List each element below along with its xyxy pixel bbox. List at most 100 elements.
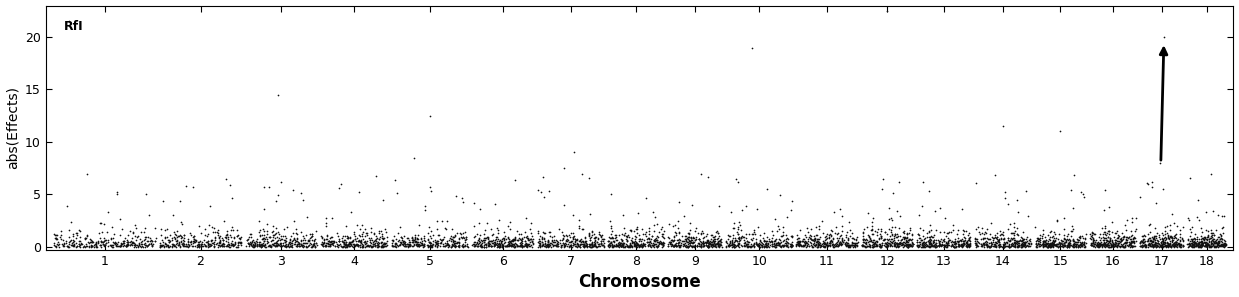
Point — [274, 243, 294, 248]
Point — [291, 238, 311, 242]
Point — [643, 244, 663, 248]
Point — [1202, 238, 1222, 243]
Point — [321, 240, 341, 244]
Point — [663, 244, 683, 249]
Point — [610, 241, 629, 246]
Point — [321, 235, 341, 240]
Point — [556, 238, 576, 243]
Point — [430, 244, 450, 248]
Point — [895, 231, 914, 236]
Point — [600, 218, 620, 223]
Point — [683, 236, 703, 241]
Point — [85, 242, 105, 247]
Point — [771, 244, 790, 249]
Point — [861, 243, 881, 247]
Point — [522, 240, 541, 245]
Point — [299, 243, 318, 247]
Point — [919, 241, 939, 246]
Point — [538, 242, 558, 247]
Point — [839, 219, 859, 224]
Point — [343, 244, 363, 249]
Point — [576, 241, 596, 246]
Point — [1140, 222, 1160, 227]
Point — [249, 233, 269, 238]
Point — [612, 244, 632, 248]
Point — [388, 231, 408, 236]
Point — [768, 241, 788, 246]
Point — [648, 244, 668, 249]
Point — [484, 201, 504, 206]
Point — [876, 229, 896, 234]
Point — [968, 244, 987, 249]
Point — [954, 244, 974, 249]
Point — [282, 188, 302, 192]
Point — [471, 242, 491, 247]
Point — [250, 243, 270, 247]
Point — [689, 241, 709, 245]
Point — [745, 244, 764, 249]
Point — [653, 244, 673, 249]
Point — [586, 244, 606, 249]
Point — [219, 244, 239, 249]
Point — [735, 240, 755, 245]
Point — [737, 239, 757, 244]
Point — [855, 240, 875, 245]
Point — [138, 244, 157, 249]
Point — [1184, 236, 1204, 241]
Point — [1135, 244, 1155, 248]
Point — [373, 244, 393, 249]
Point — [821, 238, 841, 242]
Point — [445, 233, 465, 238]
Point — [704, 238, 724, 243]
Point — [71, 241, 90, 246]
Point — [135, 244, 155, 249]
Point — [167, 238, 187, 242]
Point — [772, 233, 792, 238]
Point — [591, 240, 611, 245]
Point — [888, 244, 908, 249]
Point — [932, 244, 952, 249]
Point — [907, 240, 927, 245]
Point — [1093, 243, 1113, 247]
Point — [451, 234, 471, 239]
Point — [852, 244, 872, 249]
Point — [353, 244, 373, 248]
Point — [116, 244, 136, 248]
Point — [403, 238, 422, 243]
Point — [1058, 239, 1078, 244]
Point — [321, 239, 341, 244]
Point — [647, 237, 667, 242]
Point — [171, 239, 191, 244]
Point — [639, 229, 659, 234]
Point — [616, 244, 636, 249]
Point — [679, 244, 699, 248]
Point — [539, 244, 559, 248]
Point — [453, 236, 473, 241]
Point — [1118, 240, 1137, 245]
Point — [670, 238, 690, 242]
Point — [923, 244, 943, 249]
Point — [166, 233, 186, 237]
Point — [286, 231, 306, 236]
Point — [841, 243, 861, 248]
Point — [1204, 244, 1224, 249]
Point — [1168, 241, 1188, 246]
Point — [405, 236, 425, 240]
Point — [1196, 235, 1215, 240]
Point — [259, 242, 279, 247]
Point — [1064, 241, 1084, 245]
Point — [151, 233, 171, 237]
Point — [632, 242, 652, 247]
Point — [1198, 243, 1218, 248]
Point — [1038, 242, 1058, 247]
Point — [170, 244, 190, 249]
Point — [1197, 243, 1217, 248]
Point — [534, 230, 554, 235]
Point — [891, 241, 911, 246]
Point — [1158, 241, 1178, 246]
Point — [898, 238, 918, 242]
Point — [779, 241, 799, 246]
Point — [1033, 241, 1053, 246]
Point — [281, 244, 301, 248]
Point — [1058, 244, 1078, 248]
